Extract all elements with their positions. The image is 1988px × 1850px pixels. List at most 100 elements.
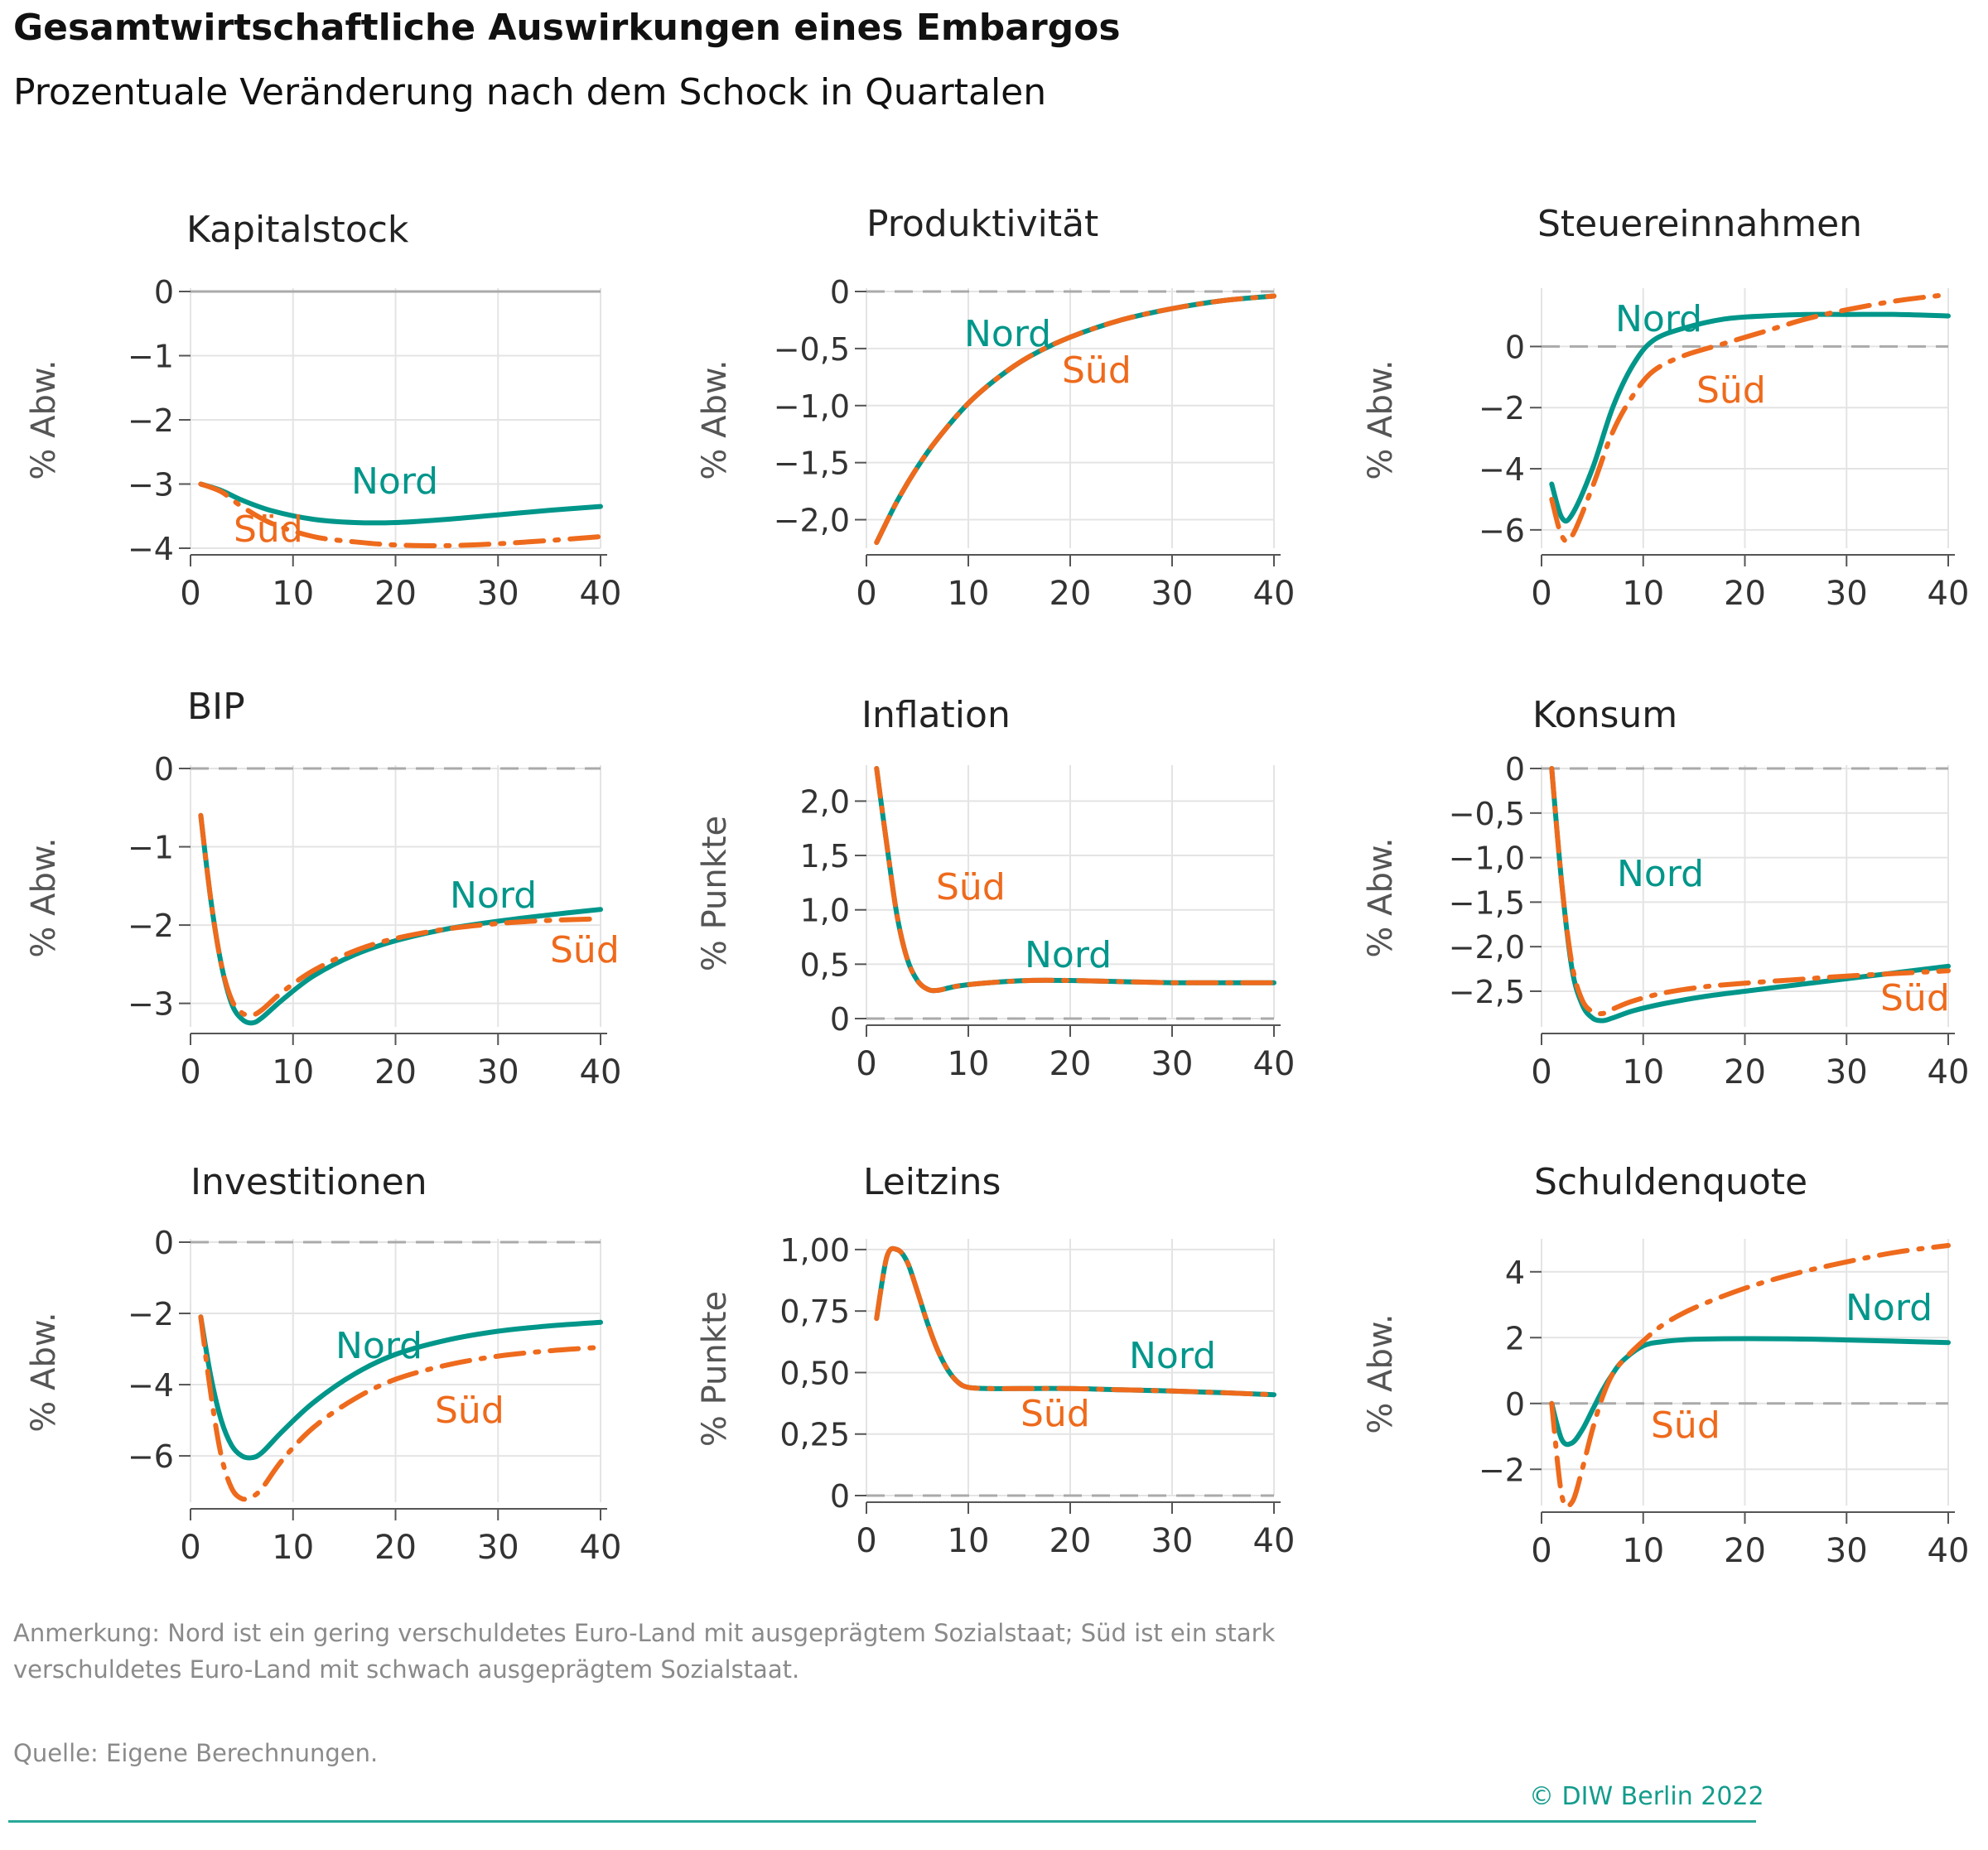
bottom-divider [8, 1820, 1756, 1823]
series-line-sued [1549, 1243, 1951, 1510]
chart-subtitle: Prozentuale Veränderung nach dem Schock … [13, 71, 1047, 113]
copyright-notice: © DIW Berlin 2022 [1529, 1782, 1764, 1811]
series-line-sued [874, 766, 1276, 994]
y-tick-label: −1,5 [774, 446, 850, 482]
y-tick-label: −6 [128, 1438, 174, 1475]
y-axis-label: % Abw. [1362, 837, 1400, 957]
series-line-nord [198, 1314, 603, 1461]
series-line-sued [1549, 291, 1951, 544]
x-tick-label: 10 [948, 1522, 990, 1560]
series-label-sued: Süd [435, 1390, 504, 1432]
series-label-nord: Nord [335, 1325, 422, 1367]
x-tick-label: 30 [1826, 575, 1868, 613]
y-tick-label: −1,0 [774, 388, 850, 425]
y-tick-label: 0 [154, 1225, 174, 1261]
x-tick-label: 40 [1928, 1532, 1970, 1570]
x-tick-label: 0 [180, 575, 200, 613]
chart-panel-investitionen: 0 −2 −4 −6 0 10 20 30 40 Investitionen % Abw. Nord S… [25, 1161, 621, 1567]
y-tick-label: 4 [1505, 1255, 1525, 1291]
y-tick-label: −0,5 [1449, 796, 1525, 832]
chart-panel-produktivitaet: 0−0,5−1,0−1,5−2,00 10 20 30 40Produktivität%… [696, 203, 1295, 613]
series-line-nord [198, 481, 603, 526]
y-tick-label: −0,5 [774, 331, 850, 368]
y-axis-label: % Abw. [696, 359, 734, 479]
series-label-nord: Nord [1615, 298, 1702, 340]
series-line-sued [198, 1314, 603, 1502]
x-tick-label: 0 [1531, 575, 1551, 613]
series-line-sued [874, 1245, 1276, 1398]
y-axis-label: % Abw. [25, 359, 63, 479]
x-tick-label: 30 [1151, 575, 1194, 613]
y-tick-label: −6 [1479, 513, 1525, 549]
y-tick-label: −2 [1479, 1452, 1525, 1488]
x-tick-label: 20 [1049, 575, 1092, 613]
x-tick-label: 0 [1531, 1532, 1551, 1570]
x-tick-label: 0 [856, 575, 876, 613]
y-axis-label: % Abw. [1362, 359, 1400, 479]
panel-title: Investitionen [191, 1161, 427, 1203]
y-tick-label: 0,75 [779, 1294, 850, 1330]
x-tick-label: 30 [1826, 1053, 1868, 1091]
series-label-sued: Süd [1062, 349, 1132, 392]
y-axis-label: % Punkte [696, 816, 734, 971]
x-tick-label: 30 [1151, 1045, 1194, 1083]
x-tick-label: 0 [856, 1045, 876, 1083]
x-tick-label: 40 [1928, 1053, 1970, 1091]
x-tick-label: 30 [477, 1529, 519, 1567]
y-tick-label: −2,0 [774, 503, 850, 539]
panel-title: Kapitalstock [186, 209, 409, 251]
y-tick-label: 0 [1505, 329, 1525, 365]
x-tick-label: 10 [272, 1529, 314, 1567]
x-tick-label: 0 [180, 1529, 200, 1567]
y-tick-label: −2,0 [1449, 929, 1525, 966]
series-label-sued: Süd [1696, 369, 1766, 412]
x-tick-label: 20 [374, 1053, 417, 1091]
y-tick-label: −4 [1479, 451, 1525, 488]
y-tick-label: −1 [128, 339, 174, 375]
y-tick-label: 2 [1505, 1320, 1525, 1356]
chart-panel-leitzins: 0 0,25 0,50 0,75 1,00 0 10 20 30 40 Leitzins % Punk… [696, 1161, 1295, 1560]
y-tick-label: −1,5 [1449, 884, 1525, 921]
panel-title: Schuldenquote [1534, 1161, 1807, 1203]
footnote: Anmerkung: Nord ist ein gering verschuld… [13, 1619, 1276, 1684]
y-tick-label: −4 [128, 1367, 174, 1404]
series-line-sued [198, 481, 603, 549]
series-label-sued: Süd [1651, 1404, 1720, 1447]
x-tick-label: 20 [1049, 1522, 1092, 1560]
panel-title: Leitzins [863, 1161, 1001, 1203]
x-tick-label: 40 [1253, 575, 1296, 613]
x-tick-label: 10 [1622, 1532, 1664, 1570]
x-tick-label: 40 [1253, 1045, 1296, 1083]
x-tick-label: 20 [374, 1529, 417, 1567]
series-label-nord: Nord [450, 874, 537, 917]
panel-title: Konsum [1532, 694, 1677, 736]
y-tick-label: −1,0 [1449, 841, 1525, 877]
y-tick-label: 1,00 [779, 1232, 850, 1269]
chart-title: Gesamtwirtschaftliche Auswirkungen eines… [13, 7, 1121, 49]
y-axis-label: % Punkte [696, 1291, 734, 1447]
series-label-nord: Nord [1025, 934, 1112, 976]
series-label-sued: Süd [550, 929, 620, 971]
series-label-sued: Süd [234, 508, 303, 551]
series-label-sued: Süd [1880, 977, 1950, 1019]
series-label-nord: Nord [1129, 1335, 1216, 1377]
y-tick-label: 0,50 [779, 1355, 850, 1391]
x-tick-label: 30 [477, 575, 519, 613]
chart-panel-konsum: 0 −0,5 −1,0 −1,5 −2,0 −2,5 0 10 20 30 40 Konsum % Ab… [1362, 694, 1969, 1091]
series-line-sued [1549, 766, 1951, 1017]
source-note: Quelle: Eigene Berechnungen. [13, 1739, 379, 1767]
y-tick-label: −1 [128, 830, 174, 866]
x-tick-label: 40 [580, 1529, 622, 1567]
x-tick-label: 10 [272, 1053, 314, 1091]
x-tick-label: 40 [1928, 575, 1970, 613]
y-tick-label: −2 [128, 402, 174, 439]
x-tick-label: 10 [948, 1045, 990, 1083]
series-label-nord: Nord [964, 313, 1051, 355]
y-tick-label: 1,0 [800, 893, 850, 929]
panel-title: Steuereinnahmen [1537, 203, 1862, 245]
x-tick-label: 20 [1724, 1053, 1766, 1091]
